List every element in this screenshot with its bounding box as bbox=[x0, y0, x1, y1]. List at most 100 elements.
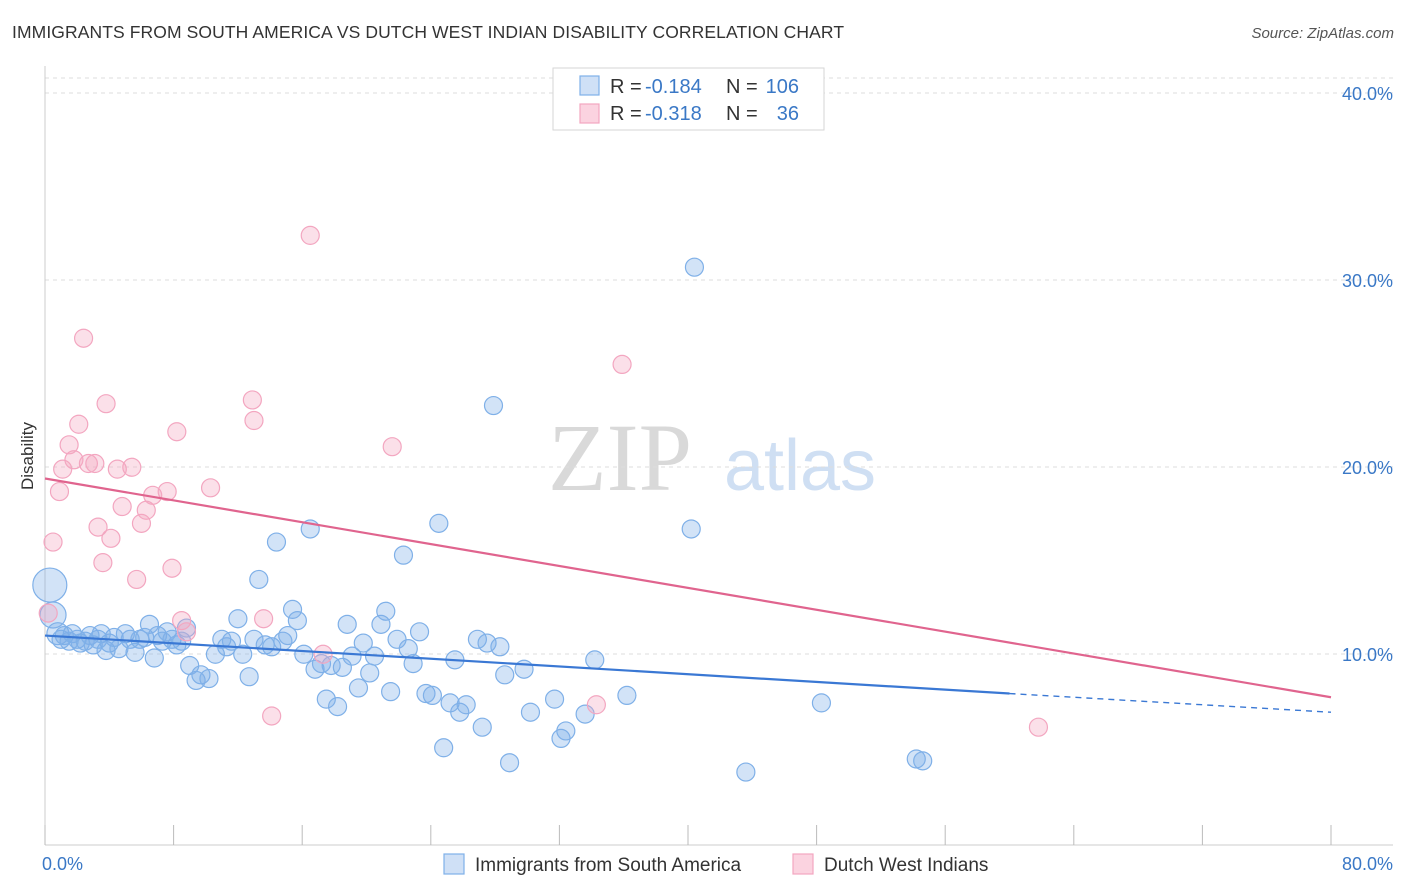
stat-n-value-2: 36 bbox=[777, 103, 799, 125]
point-south-america bbox=[467, 629, 488, 649]
point-dutch-west-indians bbox=[122, 457, 142, 477]
y-axis-title: Disability bbox=[18, 421, 37, 490]
point-south-america bbox=[416, 683, 436, 704]
point-south-america bbox=[585, 650, 605, 670]
point-dutch-west-indians bbox=[107, 459, 127, 479]
point-south-america bbox=[144, 648, 164, 668]
trend-line-south-america-extension bbox=[1009, 692, 1332, 713]
point-south-america bbox=[104, 627, 124, 648]
point-south-america bbox=[490, 637, 510, 657]
point-south-america bbox=[262, 637, 282, 657]
point-south-america bbox=[434, 738, 454, 758]
point-south-america bbox=[139, 614, 160, 634]
point-dutch-west-indians bbox=[612, 354, 632, 375]
point-south-america bbox=[348, 678, 369, 698]
point-south-america bbox=[342, 646, 362, 666]
point-south-america bbox=[32, 567, 68, 603]
point-south-america bbox=[811, 693, 832, 713]
point-south-america bbox=[403, 654, 423, 674]
x-tick-label: 80.0% bbox=[1342, 854, 1393, 874]
point-dutch-west-indians bbox=[69, 414, 89, 434]
x-tick-labels: 0.0% 80.0% bbox=[42, 854, 1393, 874]
watermark-atlas: atlas bbox=[724, 426, 876, 506]
stat-n-value-1: 106 bbox=[766, 76, 799, 98]
point-dutch-west-indians bbox=[162, 558, 182, 578]
point-dutch-west-indians bbox=[112, 496, 132, 517]
y-tick-labels: 10.0% 20.0% 30.0% 40.0% bbox=[1342, 84, 1393, 665]
point-dutch-west-indians bbox=[43, 532, 63, 552]
point-south-america bbox=[278, 625, 298, 646]
point-south-america bbox=[353, 633, 373, 653]
point-dutch-west-indians bbox=[53, 459, 73, 479]
point-dutch-west-indians bbox=[172, 610, 192, 631]
source-label: Source: ZipAtlas.com bbox=[1251, 25, 1394, 42]
point-south-america bbox=[544, 689, 565, 709]
point-south-america bbox=[736, 762, 756, 782]
point-south-america bbox=[294, 644, 314, 664]
point-south-america bbox=[199, 668, 219, 689]
trend-line-south-america bbox=[44, 634, 1010, 695]
point-dutch-west-indians bbox=[176, 622, 197, 642]
point-dutch-west-indians bbox=[244, 410, 264, 431]
point-south-america bbox=[495, 665, 515, 685]
trend-lines bbox=[44, 477, 1332, 713]
point-south-america bbox=[387, 629, 407, 649]
stat-n-label-1: N = bbox=[726, 76, 758, 98]
point-dutch-west-indians bbox=[586, 695, 606, 715]
point-south-america bbox=[450, 702, 470, 722]
stat-r-value-1: -0.184 bbox=[645, 76, 702, 98]
series-dutch-west-indians-points bbox=[38, 225, 1049, 737]
point-south-america bbox=[483, 395, 504, 416]
x-tick-label: 0.0% bbox=[42, 854, 83, 874]
point-south-america bbox=[556, 721, 576, 741]
point-dutch-west-indians bbox=[313, 644, 333, 664]
point-dutch-west-indians bbox=[73, 328, 94, 348]
point-dutch-west-indians bbox=[85, 453, 105, 474]
legend-label-dutch-west-indians: Dutch West Indians bbox=[824, 855, 988, 876]
point-south-america bbox=[681, 519, 701, 539]
point-south-america bbox=[376, 601, 396, 621]
stats-legend: R = -0.184 N = 106 R = -0.318 N = 36 bbox=[552, 67, 825, 131]
point-south-america bbox=[575, 704, 595, 724]
point-dutch-west-indians bbox=[49, 481, 70, 502]
watermark-zip: ZIP bbox=[548, 404, 692, 511]
point-dutch-west-indians bbox=[96, 394, 116, 414]
stat-r-value-2: -0.318 bbox=[645, 103, 702, 125]
point-south-america bbox=[233, 644, 253, 664]
point-dutch-west-indians bbox=[127, 569, 147, 590]
point-south-america bbox=[287, 610, 307, 631]
point-dutch-west-indians bbox=[59, 435, 79, 455]
point-south-america bbox=[499, 753, 520, 773]
y-tick-label: 40.0% bbox=[1342, 84, 1393, 104]
point-south-america bbox=[337, 614, 357, 634]
point-dutch-west-indians bbox=[262, 706, 282, 726]
trend-line-dutch-west-indians bbox=[44, 477, 1332, 699]
point-south-america bbox=[429, 513, 449, 533]
stat-r-label-1: R = bbox=[610, 76, 642, 98]
point-dutch-west-indians bbox=[167, 422, 187, 442]
point-dutch-west-indians bbox=[88, 517, 108, 537]
watermark: ZIP atlas bbox=[548, 404, 876, 511]
point-dutch-west-indians bbox=[300, 225, 320, 245]
point-south-america bbox=[316, 689, 336, 709]
point-dutch-west-indians bbox=[38, 603, 58, 623]
legend-swatch-dutch-west-indians bbox=[579, 103, 600, 124]
point-dutch-west-indians bbox=[78, 453, 99, 474]
axes bbox=[44, 66, 1393, 846]
point-south-america bbox=[327, 697, 348, 717]
point-dutch-west-indians bbox=[101, 528, 121, 548]
point-south-america bbox=[381, 682, 401, 702]
point-south-america bbox=[228, 609, 248, 629]
point-dutch-west-indians bbox=[93, 553, 113, 573]
legend-label-south-america: Immigrants from South America bbox=[475, 855, 742, 876]
point-south-america bbox=[913, 751, 933, 771]
point-south-america bbox=[360, 663, 380, 683]
chart-title: IMMIGRANTS FROM SOUTH AMERICA VS DUTCH W… bbox=[12, 22, 845, 42]
point-south-america bbox=[477, 633, 497, 653]
point-south-america bbox=[684, 257, 705, 277]
point-dutch-west-indians bbox=[200, 478, 221, 498]
legend-swatch-south-america bbox=[579, 75, 600, 96]
y-tick-label: 30.0% bbox=[1342, 271, 1393, 291]
point-dutch-west-indians bbox=[254, 609, 274, 629]
